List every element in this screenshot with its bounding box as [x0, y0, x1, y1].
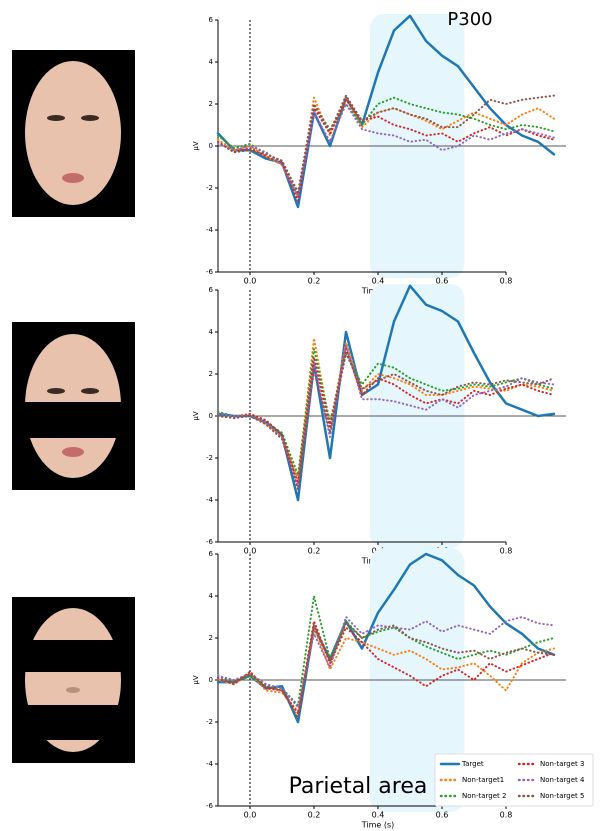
y-tick-label: 0 [209, 142, 213, 150]
legend-label: Non-target 5 [540, 792, 584, 800]
y-tick-label: -4 [206, 226, 214, 234]
x-tick-label: 0.0 [244, 811, 257, 820]
face-full [12, 50, 135, 217]
y-tick-label: 0 [209, 676, 213, 684]
x-tick-label: 0.8 [500, 811, 513, 820]
y-tick-label: -2 [206, 184, 213, 192]
y-tick-label: 6 [209, 550, 214, 558]
x-tick-label: 0.6 [436, 811, 449, 820]
y-tick-label: 6 [209, 16, 214, 24]
legend: Target Non-target1 Non-target 2 Non-target … [435, 754, 593, 806]
y-tick-label: -6 [206, 268, 214, 276]
x-axis-label: Time (s) [361, 821, 395, 830]
y-tick-label: 4 [209, 58, 214, 66]
x-tick-label: 0.8 [500, 547, 513, 556]
y-tick-label: -4 [206, 760, 214, 768]
y-tick-label: -6 [206, 538, 214, 546]
x-tick-label: 0.2 [308, 811, 321, 820]
y-tick-label: 2 [209, 370, 213, 378]
annotation: P300 [447, 9, 492, 30]
chart-panel: -6 -4 -2 0 2 4 6 0.0 0.2 0.4 0.6 0.8 Time (s) μV Parie… [192, 548, 593, 830]
y-tick-label: -2 [206, 454, 213, 462]
x-tick-label: 0.2 [308, 277, 321, 286]
x-tick-label: 0.4 [372, 811, 385, 820]
figure: -6 -4 -2 0 2 4 6 0.0 0.2 0.4 0.6 0.8 Time (s) μV P300 -… [0, 0, 600, 831]
annotation: Parietal area [289, 774, 428, 799]
legend-label: Non-target 3 [540, 760, 584, 768]
legend-label: Non-target 4 [540, 776, 585, 784]
y-tick-label: -2 [206, 718, 213, 726]
y-tick-label: 4 [209, 592, 214, 600]
y-tick-label: -4 [206, 496, 214, 504]
y-tick-label: 6 [209, 286, 214, 294]
face-mouth-eyes [12, 322, 135, 490]
face-nose [12, 597, 135, 763]
legend-label: Non-target1 [462, 776, 504, 784]
x-tick-label: 0.2 [308, 547, 321, 556]
y-axis-label: μV [192, 141, 200, 150]
legend-label: Target [461, 760, 484, 768]
x-tick-label: 0.8 [500, 277, 513, 286]
x-tick-label: 0.0 [244, 277, 257, 286]
y-axis-label: μV [192, 675, 200, 684]
y-tick-label: 0 [209, 412, 213, 420]
legend-label: Non-target 2 [462, 792, 506, 800]
y-axis-label: μV [192, 411, 200, 420]
page: -6 -4 -2 0 2 4 6 0.0 0.2 0.4 0.6 0.8 Time (s) μV P300 -… [0, 0, 600, 831]
y-tick-label: 2 [209, 634, 213, 642]
y-tick-label: -6 [206, 802, 214, 810]
y-tick-label: 2 [209, 100, 213, 108]
y-tick-label: 4 [209, 328, 214, 336]
